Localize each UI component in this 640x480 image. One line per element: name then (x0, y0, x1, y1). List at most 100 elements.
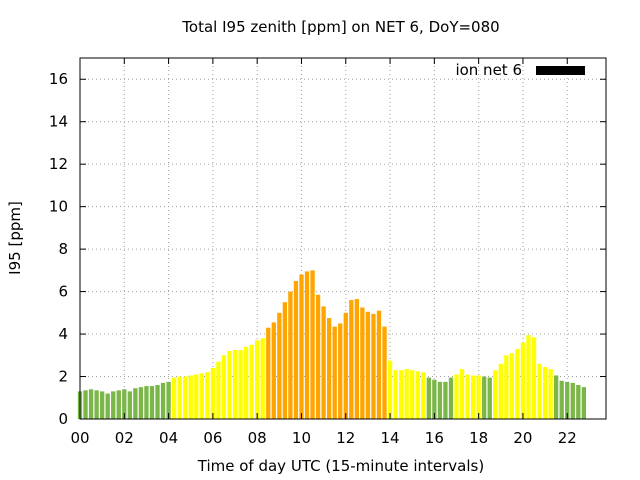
y-tick-label: 4 (58, 325, 68, 343)
bar (227, 351, 232, 419)
bar (542, 366, 548, 419)
bar (304, 271, 310, 419)
bar (360, 307, 365, 419)
bar (183, 376, 188, 419)
bar (482, 376, 487, 419)
bar (365, 311, 371, 419)
x-tick-label: 02 (115, 429, 134, 447)
bar (171, 377, 177, 419)
bar (504, 355, 509, 419)
bar (404, 369, 409, 419)
bar (338, 323, 343, 419)
x-tick-label: 20 (513, 429, 532, 447)
bar (476, 375, 481, 419)
bar (105, 393, 110, 419)
legend-swatch (536, 66, 585, 75)
bar (310, 270, 315, 419)
bar (205, 372, 210, 419)
bar (166, 381, 171, 419)
bar (554, 375, 559, 419)
x-tick-label: 08 (248, 429, 267, 447)
bar (127, 391, 132, 419)
bar (188, 375, 193, 419)
bar (221, 355, 227, 419)
y-tick-label: 2 (58, 368, 68, 386)
bar (315, 294, 321, 419)
bar (255, 340, 260, 419)
bar (160, 382, 166, 419)
bar (194, 374, 199, 419)
y-tick-label: 14 (49, 113, 68, 131)
bar (415, 371, 420, 419)
bar (531, 337, 537, 419)
bar (371, 313, 376, 419)
bar (493, 370, 498, 419)
bar (282, 302, 288, 419)
plot-frame (79, 57, 607, 420)
bar (454, 374, 459, 419)
legend-label: ion net 6 (455, 61, 522, 79)
bar (576, 385, 581, 419)
bar (332, 326, 337, 419)
x-tick-label: 16 (425, 429, 444, 447)
y-tick-label: 16 (49, 70, 68, 88)
bar (216, 361, 221, 419)
bar (249, 344, 254, 419)
bar (559, 380, 564, 419)
x-axis-label: Time of day UTC (15-minute intervals) (197, 457, 484, 475)
bar (509, 353, 515, 419)
y-tick-label: 10 (49, 198, 68, 216)
bars (77, 270, 587, 419)
bar (343, 312, 348, 419)
bar (111, 391, 116, 419)
bar (266, 327, 271, 419)
bar (349, 300, 354, 419)
bar (199, 373, 204, 419)
y-tick-label: 6 (58, 283, 68, 301)
chart-title: Total I95 zenith [ppm] on NET 6, DoY=080 (181, 18, 499, 36)
bar (321, 306, 326, 419)
bar (470, 375, 476, 419)
x-tick-label: 22 (558, 429, 577, 447)
y-axis-label: I95 [ppm] (6, 201, 24, 275)
x-tick-label: 06 (203, 429, 222, 447)
bar (326, 318, 332, 419)
bar (537, 363, 542, 419)
bar (133, 388, 138, 419)
y-tick-label: 12 (49, 155, 68, 173)
bar (149, 386, 155, 419)
bar (116, 390, 121, 419)
x-tick-label: 12 (336, 429, 355, 447)
bar (354, 299, 360, 419)
x-tick-label: 00 (70, 429, 89, 447)
bar (437, 381, 443, 419)
legend: ion net 6 (455, 61, 585, 79)
bar (465, 374, 470, 419)
bar (581, 387, 587, 419)
bar (271, 322, 276, 419)
bar (155, 385, 160, 419)
bar (570, 382, 575, 419)
bar (487, 377, 492, 419)
bar (548, 369, 553, 419)
bar (448, 377, 454, 419)
bar (565, 381, 570, 419)
bar (387, 360, 393, 419)
y-tick-label: 0 (58, 410, 68, 428)
bar (293, 280, 299, 419)
bar (459, 369, 465, 419)
bar (99, 391, 105, 419)
bar (122, 389, 127, 419)
x-tick-label: 18 (469, 429, 488, 447)
bar (421, 372, 426, 419)
bar (376, 310, 382, 419)
bar (498, 363, 503, 419)
bar (83, 390, 88, 419)
y-tick-label: 8 (58, 240, 68, 258)
bar (520, 342, 526, 419)
bar (138, 387, 144, 419)
bar (277, 312, 282, 419)
bar (426, 377, 431, 419)
